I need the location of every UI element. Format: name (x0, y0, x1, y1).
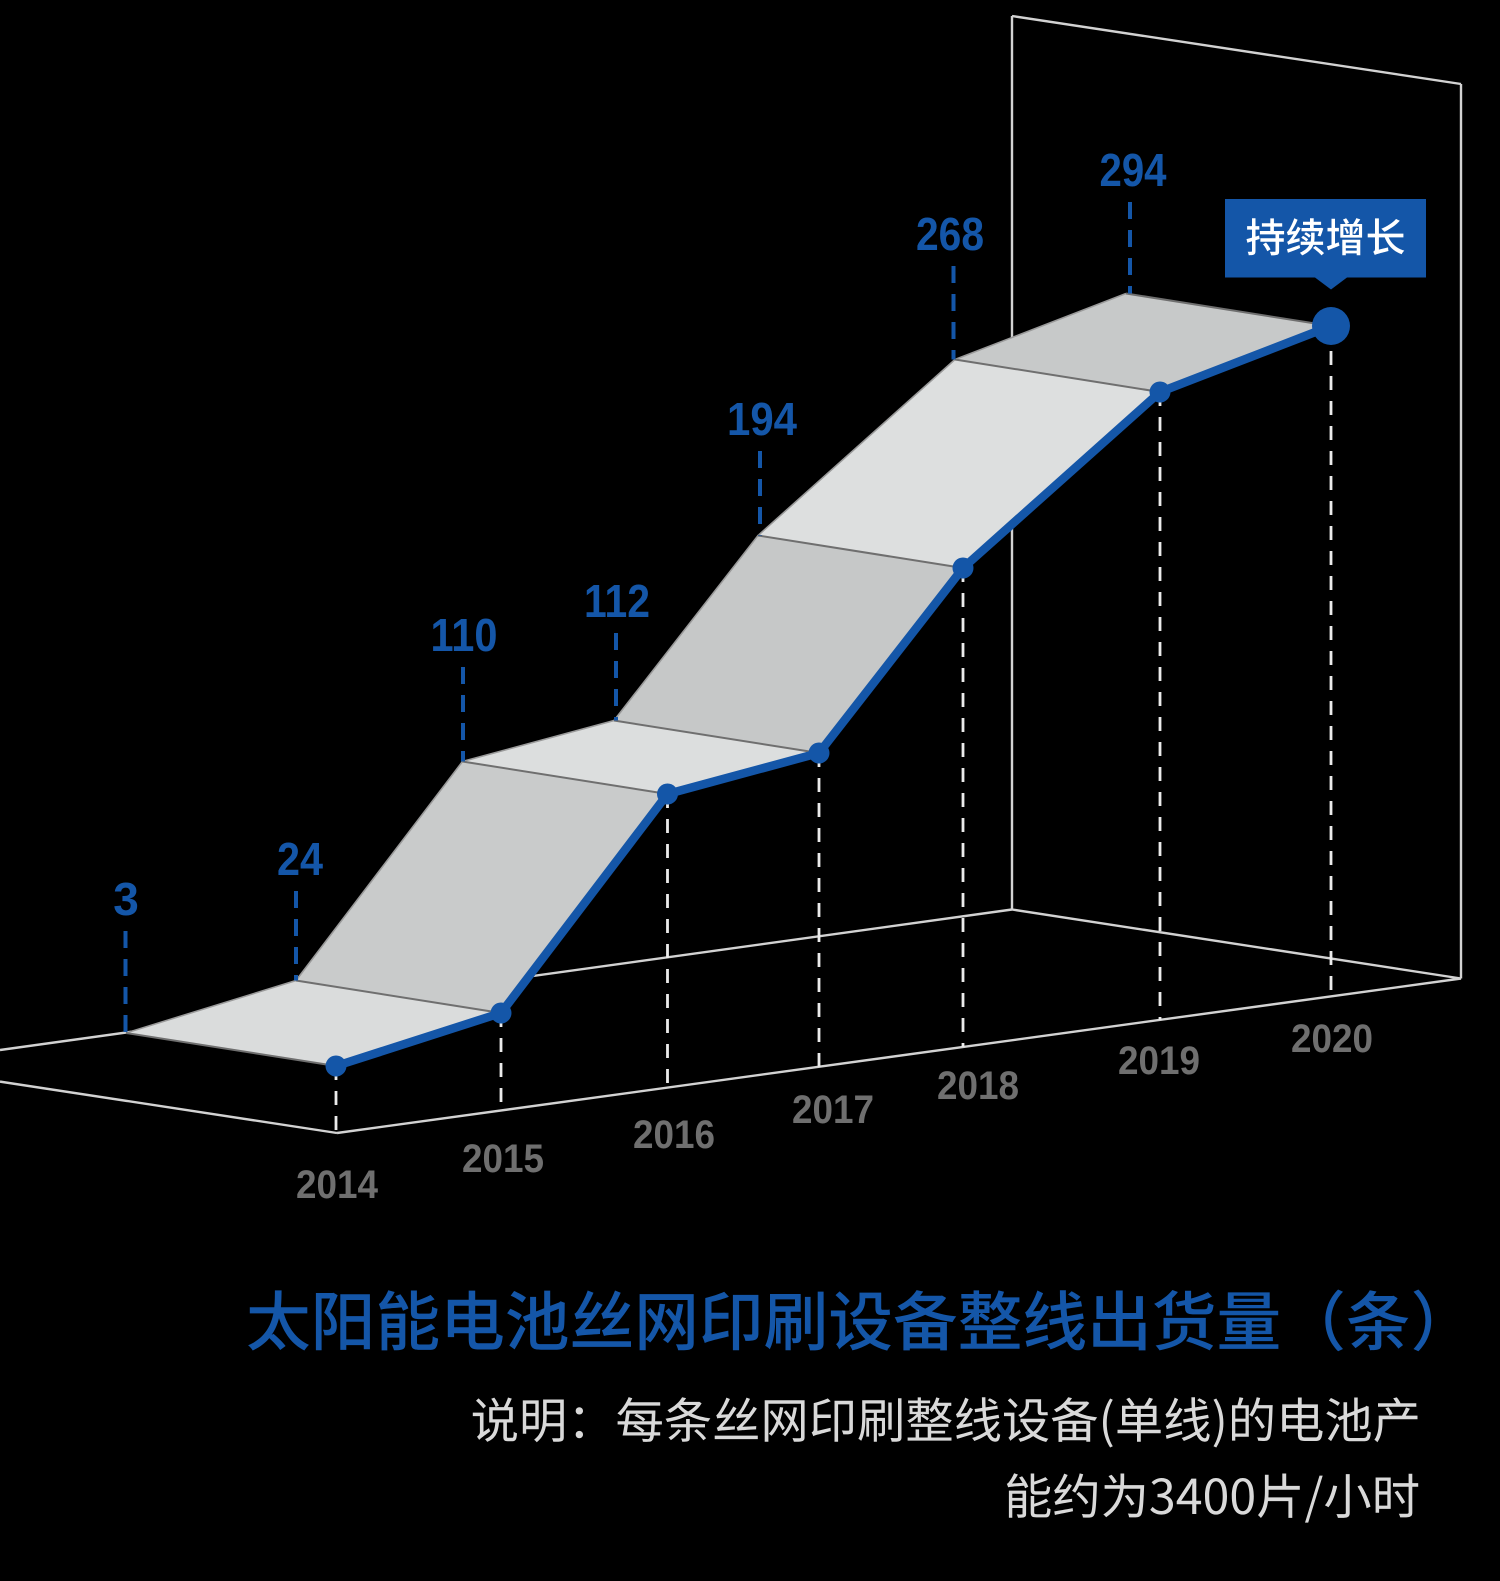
svg-text:2018: 2018 (937, 1064, 1019, 1108)
svg-text:110: 110 (431, 609, 498, 661)
svg-text:194: 194 (727, 393, 797, 445)
svg-text:112: 112 (584, 575, 650, 627)
svg-text:268: 268 (916, 208, 984, 260)
svg-text:2020: 2020 (1291, 1017, 1373, 1061)
svg-text:24: 24 (277, 833, 323, 885)
svg-text:2019: 2019 (1118, 1039, 1200, 1083)
svg-text:3: 3 (113, 873, 139, 925)
svg-text:294: 294 (1100, 144, 1167, 196)
svg-text:2015: 2015 (462, 1137, 544, 1181)
svg-text:2017: 2017 (792, 1088, 874, 1132)
svg-text:2016: 2016 (633, 1113, 715, 1157)
svg-text:2014: 2014 (296, 1163, 379, 1207)
